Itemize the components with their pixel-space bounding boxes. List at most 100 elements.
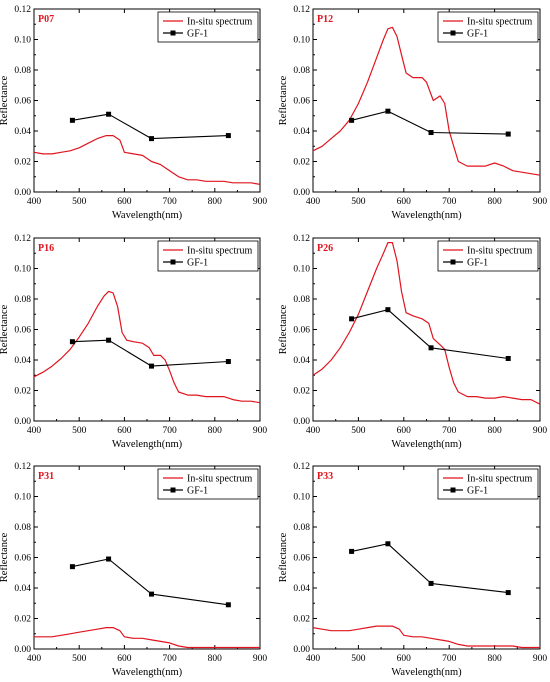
y-tick-label: 0.06	[14, 554, 31, 564]
chart-panel-p12: 400 500 600 700 800 900 0.00 0.02 0.04 0.06 0.08 0.…	[278, 5, 547, 221]
gf1-line	[351, 543, 509, 594]
x-tick-label: 500	[351, 654, 366, 664]
gf1-marker	[69, 339, 75, 345]
x-tick-label: 400	[306, 654, 321, 664]
gf1-marker	[149, 136, 155, 142]
in-situ-spectrum-line	[33, 135, 261, 185]
y-tick-label: 0.06	[293, 554, 310, 564]
panel-label: P12	[317, 14, 333, 25]
y-tick-label: 0.02	[293, 387, 310, 397]
y-tick-label: 0.02	[293, 615, 310, 625]
chart-panel-p07: 400 500 600 700 800 900 0.00 0.02 0.04 0.06 0.08 0.…	[0, 5, 267, 221]
x-tick-label: 500	[351, 426, 366, 436]
legend-in-situ-label: In-situ spectrum	[467, 17, 532, 28]
y-tick-label: 0.10	[293, 265, 310, 275]
y-tick-label: 0.04	[293, 584, 310, 594]
y-tick-label: 0.08	[14, 66, 31, 76]
x-tick-label: 700	[442, 426, 457, 436]
x-tick-label: 800	[487, 197, 502, 207]
gf1-line	[72, 558, 229, 606]
y-tick-label: 0.04	[14, 356, 31, 366]
legend-gf1-marker	[450, 30, 456, 36]
gf1-marker	[149, 363, 155, 369]
y-tick-label: 0.00	[14, 417, 31, 427]
y-tick-label: 0.04	[14, 584, 31, 594]
y-tick-label: 0.02	[293, 158, 310, 168]
y-tick-label: 0.12	[14, 462, 31, 472]
gf1-line	[351, 309, 509, 360]
x-axis-title: Wavelength(nm)	[391, 210, 462, 221]
y-tick-label: 0.04	[14, 127, 31, 137]
gf1-line	[351, 110, 509, 135]
y-tick-label: 0.08	[14, 295, 31, 305]
y-axis-title: Reflectance	[0, 532, 10, 582]
chart-panel-p31: 400 500 600 700 800 900 0.00 0.02 0.04 0.06 0.08 0.…	[0, 462, 267, 678]
legend-gf1-marker	[170, 487, 176, 493]
x-tick-label: 900	[533, 197, 548, 207]
y-tick-label: 0.04	[293, 127, 310, 137]
x-tick-label: 800	[208, 197, 223, 207]
chart-panel-p16: 400 500 600 700 800 900 0.00 0.02 0.04 0.06 0.08 0.…	[0, 234, 267, 450]
y-axis-title: Reflectance	[278, 75, 289, 125]
legend-box	[437, 11, 539, 43]
x-tick-label: 900	[253, 426, 268, 436]
legend-gf1-marker	[170, 259, 176, 265]
y-tick-label: 0.08	[293, 295, 310, 305]
x-tick-label: 600	[117, 654, 132, 664]
x-tick-label: 600	[397, 197, 412, 207]
y-tick-label: 0.00	[293, 645, 310, 655]
gf1-marker	[349, 316, 355, 322]
gf1-marker	[428, 580, 434, 586]
y-tick-label: 0.08	[293, 523, 310, 533]
y-tick-label: 0.02	[14, 158, 31, 168]
x-tick-label: 900	[533, 654, 548, 664]
gf1-marker	[149, 591, 155, 597]
y-tick-label: 0.10	[293, 493, 310, 503]
legend-gf1-label: GF-1	[467, 486, 488, 497]
gf1-line	[72, 113, 229, 140]
x-tick-label: 800	[487, 426, 502, 436]
panel-label: P07	[38, 14, 54, 25]
x-tick-label: 500	[351, 197, 366, 207]
y-tick-label: 0.00	[293, 417, 310, 427]
gf1-marker	[225, 133, 231, 139]
y-axis-title: Reflectance	[278, 532, 289, 582]
y-axis-title: Reflectance	[0, 75, 10, 125]
y-axis-title: Reflectance	[0, 304, 10, 354]
chart-panel-p33: 400 500 600 700 800 900 0.00 0.02 0.04 0.06 0.08 0.…	[278, 462, 547, 678]
legend-box	[157, 240, 259, 272]
legend-box	[437, 468, 539, 500]
x-tick-label: 700	[442, 197, 457, 207]
y-tick-label: 0.12	[14, 5, 31, 15]
gf1-marker	[385, 108, 391, 114]
legend-gf1-label: GF-1	[187, 29, 208, 40]
x-tick-label: 500	[72, 426, 87, 436]
x-axis-title: Wavelength(nm)	[391, 667, 462, 678]
x-axis-title: Wavelength(nm)	[391, 439, 462, 450]
legend-gf1-label: GF-1	[187, 486, 208, 497]
legend-gf1-marker	[450, 487, 456, 493]
legend-in-situ-label: In-situ spectrum	[187, 474, 252, 485]
legend-gf1-marker	[450, 259, 456, 265]
x-tick-label: 600	[117, 426, 132, 436]
legend-box	[157, 11, 259, 43]
x-tick-label: 400	[306, 426, 321, 436]
y-tick-label: 0.00	[293, 188, 310, 198]
x-tick-label: 600	[397, 426, 412, 436]
panel-label: P16	[38, 243, 54, 254]
y-tick-label: 0.06	[293, 97, 310, 107]
y-tick-label: 0.02	[14, 615, 31, 625]
x-tick-label: 700	[162, 654, 177, 664]
gf1-marker	[385, 307, 391, 313]
legend-gf1-label: GF-1	[467, 258, 488, 269]
x-tick-label: 900	[533, 426, 548, 436]
x-axis-title: Wavelength(nm)	[112, 439, 183, 450]
x-tick-label: 400	[27, 654, 42, 664]
legend-gf1-label: GF-1	[467, 29, 488, 40]
y-tick-label: 0.10	[14, 493, 31, 503]
gf1-line	[72, 339, 229, 367]
in-situ-spectrum-line	[33, 290, 261, 404]
x-tick-label: 500	[72, 654, 87, 664]
gf1-marker	[106, 556, 112, 562]
